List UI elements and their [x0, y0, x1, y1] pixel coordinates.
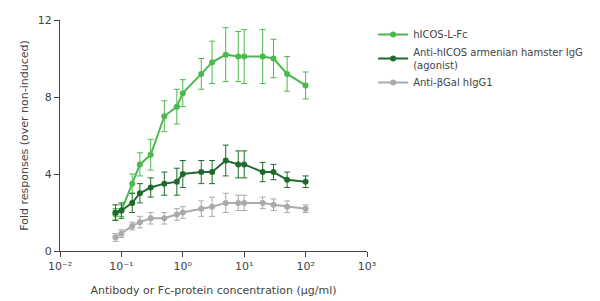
svg-text:Fold responses (over non-induc: Fold responses (over non-induced) [18, 40, 31, 230]
svg-text:12: 12 [38, 14, 52, 27]
svg-text:10³: 10³ [358, 260, 376, 273]
svg-text:8: 8 [45, 91, 52, 104]
svg-text:4: 4 [45, 168, 52, 181]
svg-text:0: 0 [45, 245, 52, 258]
svg-text:Antibody or Fc-protein concent: Antibody or Fc-protein concentration (µg… [91, 284, 337, 297]
svg-text:10⁻¹: 10⁻¹ [109, 260, 133, 273]
svg-text:10²: 10² [296, 260, 314, 273]
svg-text:Anti-hICOS armenian hamster Ig: Anti-hICOS armenian hamster IgG(agonist) [413, 47, 583, 71]
svg-text:10¹: 10¹ [235, 260, 253, 273]
svg-text:10⁻²: 10⁻² [48, 260, 72, 273]
svg-text:10⁰: 10⁰ [174, 260, 193, 273]
svg-text:Anti-βGal hIgG1: Anti-βGal hIgG1 [413, 77, 492, 88]
svg-text:hICOS-L-Fc: hICOS-L-Fc [413, 29, 467, 40]
